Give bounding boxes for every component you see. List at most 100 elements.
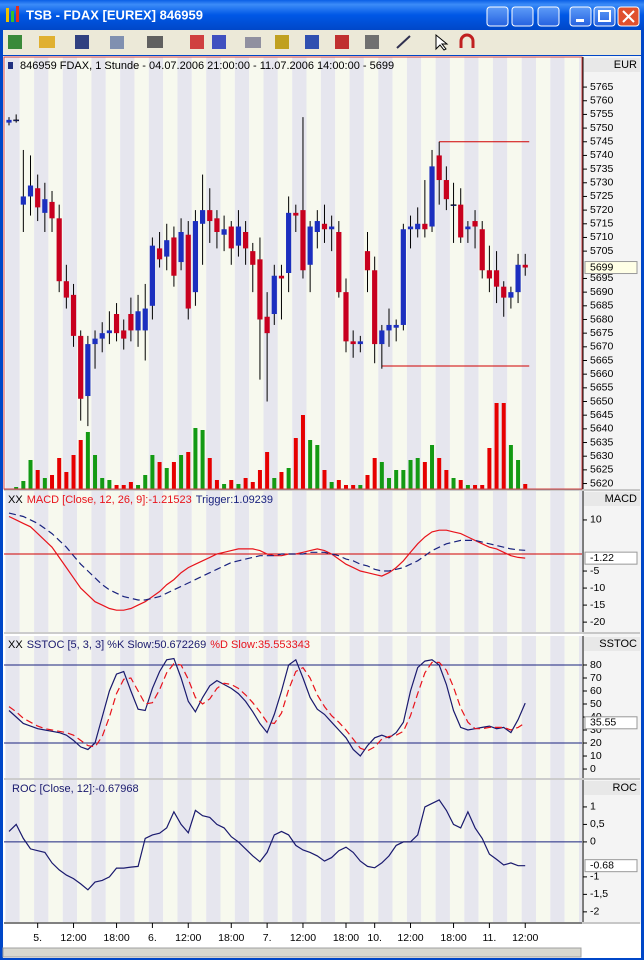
- time-stripe: [306, 780, 321, 922]
- y-tick-label: 5620: [590, 477, 614, 489]
- tool-icon[interactable]: [212, 35, 226, 49]
- time-stripe: [120, 780, 135, 922]
- time-stripe: [535, 57, 551, 489]
- candle-body: [501, 286, 507, 298]
- volume-bar: [50, 475, 55, 489]
- legend-entry: %D Slow:35.553343: [210, 639, 310, 651]
- y-tick-label: 70: [590, 672, 602, 684]
- tool-icon[interactable]: [147, 36, 163, 48]
- tool-icon[interactable]: [275, 35, 289, 49]
- y-tick-label: 0: [590, 763, 596, 775]
- time-stripe: [363, 491, 379, 632]
- y-tick-label: 5625: [590, 464, 614, 476]
- x-tick-label: 18:00: [103, 932, 129, 944]
- time-stripe: [62, 636, 78, 778]
- tool-icon[interactable]: [39, 36, 55, 48]
- y-tick-label: -5: [590, 565, 599, 577]
- time-stripe: [163, 57, 178, 489]
- candle-body: [515, 264, 521, 293]
- volume-bar: [480, 485, 485, 489]
- tool-icon[interactable]: [190, 35, 204, 49]
- time-stripe: [234, 57, 250, 489]
- time-stripe: [62, 491, 78, 632]
- time-stripe: [421, 491, 436, 632]
- time-stripe: [48, 636, 63, 778]
- time-stripe: [134, 491, 149, 632]
- time-stripe: [449, 57, 465, 489]
- time-stripe: [464, 57, 479, 489]
- candle-body: [13, 119, 20, 122]
- tool-icon[interactable]: [396, 35, 411, 49]
- toolbar-icons[interactable]: [8, 33, 475, 51]
- tool-icon[interactable]: [305, 35, 319, 49]
- title-buttons[interactable]: [486, 6, 640, 27]
- x-tick-label: 18:00: [440, 932, 466, 944]
- tile-button[interactable]: [486, 6, 509, 27]
- chart-button[interactable]: [537, 6, 560, 27]
- tool-icon[interactable]: [245, 37, 261, 48]
- time-stripe: [406, 491, 422, 632]
- minimize-button[interactable]: [569, 6, 592, 27]
- scrollbar[interactable]: [2, 947, 582, 958]
- last-value-badge: [584, 551, 638, 565]
- volume-bar: [35, 470, 40, 489]
- time-stripe: [492, 57, 508, 489]
- y-tick-label: 5665: [590, 354, 614, 366]
- candle-body: [250, 251, 256, 265]
- volume-bar: [465, 485, 470, 489]
- candle-body: [465, 226, 471, 230]
- candle-body: [235, 226, 242, 246]
- time-stripe: [550, 57, 565, 489]
- time-stripe: [48, 491, 63, 632]
- time-stripe: [34, 491, 49, 632]
- tool-icon[interactable]: [335, 35, 349, 49]
- x-tick-label: 5.: [33, 932, 42, 944]
- close-glyph: [622, 10, 635, 23]
- y-tick-label: 10: [590, 750, 602, 762]
- candle-body: [314, 221, 320, 232]
- axis-title-bg: [584, 58, 640, 72]
- y-tick-label: -2: [590, 906, 599, 918]
- time-stripe: [478, 636, 493, 778]
- volume-bar: [286, 468, 291, 489]
- time-stripe: [320, 636, 336, 778]
- settings-button[interactable]: [511, 6, 534, 27]
- tool-icon[interactable]: [435, 33, 449, 51]
- y-tick-label: -1,5: [590, 888, 608, 900]
- tool-icon[interactable]: [75, 35, 89, 49]
- time-stripe: [19, 57, 35, 489]
- time-stripe: [392, 491, 407, 632]
- time-stripe: [464, 491, 479, 632]
- app-icon: [6, 6, 19, 22]
- candle-body: [149, 245, 155, 306]
- y-tick-label: 5655: [590, 382, 614, 394]
- last-price-label: 5699: [590, 261, 614, 273]
- time-stripe: [335, 780, 350, 922]
- volume-bar: [193, 428, 198, 489]
- time-stripe: [449, 636, 465, 778]
- time-stripe: [206, 57, 221, 489]
- tool-icon[interactable]: [365, 35, 379, 49]
- volume-bar: [430, 445, 435, 489]
- time-stripe: [77, 491, 92, 632]
- x-tick-label: 12:00: [290, 932, 316, 944]
- y-tick-label: 5735: [590, 163, 614, 175]
- tool-icon[interactable]: [459, 33, 475, 48]
- axis-title: ROC: [613, 782, 638, 794]
- y-tick-label: -20: [590, 616, 605, 628]
- time-stripe: [492, 636, 508, 778]
- active-panel-frame: [3, 56, 583, 490]
- candle-body: [257, 259, 263, 320]
- volume-bar: [329, 482, 334, 489]
- panel-legend: ROC [Close, 12]:-0.67968: [12, 783, 139, 795]
- tool-icon[interactable]: [110, 36, 124, 49]
- tool-icon[interactable]: [8, 35, 22, 49]
- candle-body: [27, 185, 34, 197]
- y-tick-label: 5670: [590, 341, 614, 353]
- candle-body: [35, 188, 41, 208]
- maximize-button[interactable]: [593, 6, 616, 27]
- y-tick-label: 5740: [590, 149, 614, 161]
